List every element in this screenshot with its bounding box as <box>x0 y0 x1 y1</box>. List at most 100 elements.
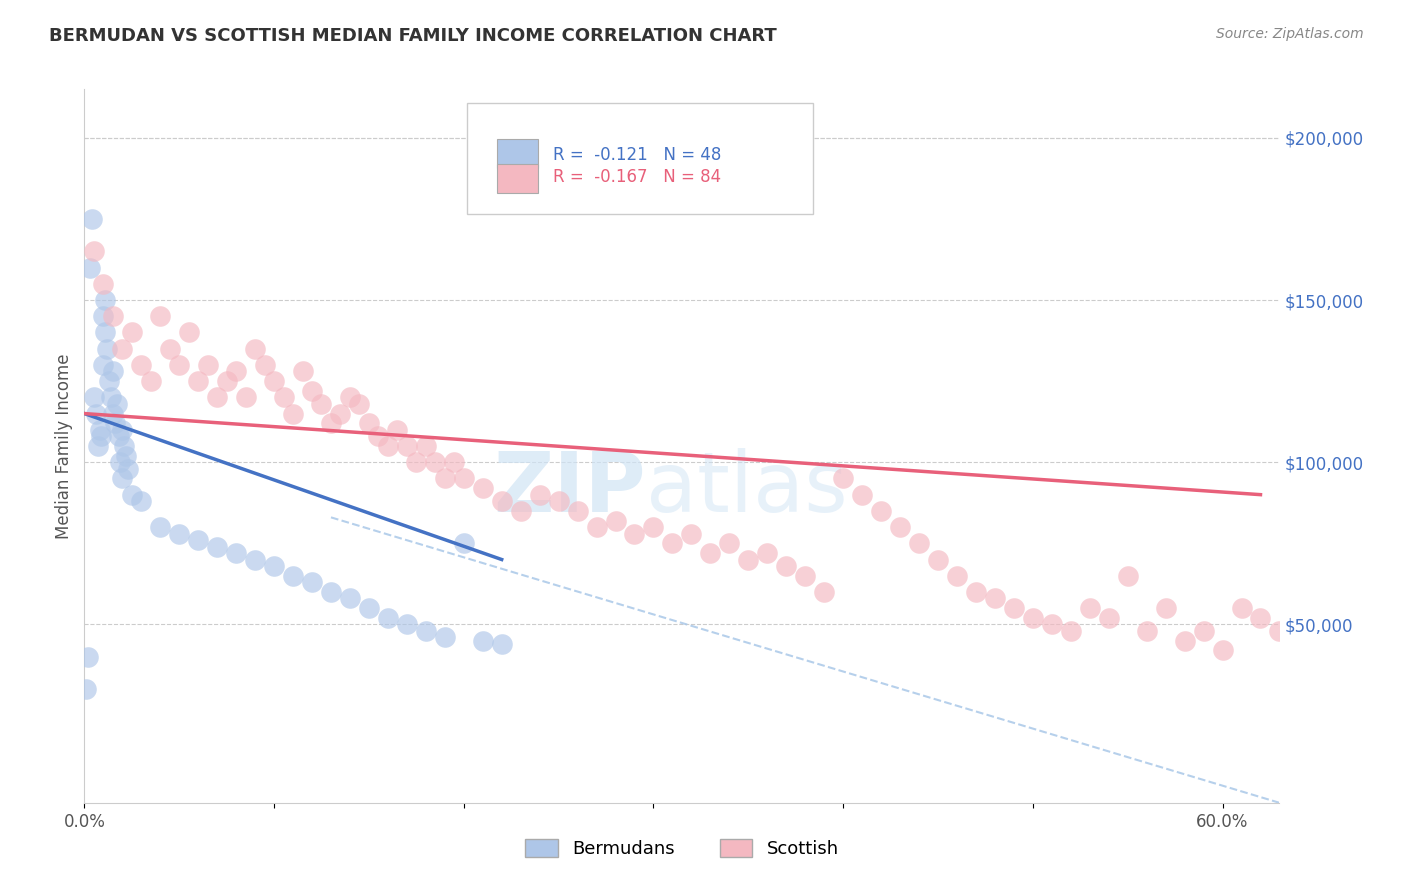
Point <box>433 471 456 485</box>
Point <box>253 358 276 372</box>
Point <box>851 488 873 502</box>
Y-axis label: Median Family Income: Median Family Income <box>55 353 73 539</box>
Point <box>1250 611 1272 625</box>
Point <box>927 552 949 566</box>
Point <box>243 342 266 356</box>
Point <box>319 417 342 431</box>
Point <box>1136 624 1159 638</box>
Point <box>405 455 427 469</box>
Point <box>101 364 124 378</box>
Point <box>167 358 190 372</box>
Point <box>111 471 134 485</box>
Bar <box>496 164 538 193</box>
Point <box>357 601 380 615</box>
Point <box>756 546 779 560</box>
Point <box>377 439 399 453</box>
Point <box>443 455 465 469</box>
Text: R =  -0.121   N = 48: R = -0.121 N = 48 <box>553 146 721 164</box>
Point <box>1002 601 1025 615</box>
Point <box>187 533 209 547</box>
Point <box>349 397 371 411</box>
Point <box>94 326 117 340</box>
Point <box>91 358 114 372</box>
Point <box>83 244 105 259</box>
Point <box>870 504 893 518</box>
Point <box>643 520 665 534</box>
Point <box>1212 643 1234 657</box>
Point <box>75 682 97 697</box>
Point <box>105 397 128 411</box>
Point <box>471 633 494 648</box>
Point <box>319 585 342 599</box>
Point <box>395 439 418 453</box>
Point <box>1154 601 1177 615</box>
Point <box>79 260 101 275</box>
Point <box>433 631 456 645</box>
Point <box>491 494 513 508</box>
Point <box>197 358 219 372</box>
Point <box>832 471 855 485</box>
Point <box>339 390 361 404</box>
Point <box>84 407 107 421</box>
Point <box>1230 601 1253 615</box>
Point <box>149 310 172 324</box>
Point <box>111 423 134 437</box>
Point <box>965 585 987 599</box>
Point <box>89 423 111 437</box>
Point <box>83 390 105 404</box>
Point <box>129 494 152 508</box>
Point <box>984 591 1007 606</box>
Point <box>1098 611 1121 625</box>
Point <box>115 449 138 463</box>
Point <box>377 611 399 625</box>
Point <box>149 520 172 534</box>
Point <box>946 568 969 582</box>
Point <box>415 624 437 638</box>
Point <box>110 455 132 469</box>
Point <box>737 552 759 566</box>
Point <box>90 429 112 443</box>
Point <box>91 277 114 291</box>
Point <box>215 374 238 388</box>
Point <box>1286 633 1309 648</box>
Point <box>661 536 683 550</box>
Point <box>121 488 143 502</box>
Point <box>623 526 645 541</box>
Point <box>86 439 108 453</box>
Point <box>681 526 703 541</box>
Point <box>367 429 389 443</box>
Point <box>225 546 247 560</box>
Point <box>96 342 118 356</box>
Point <box>291 364 314 378</box>
Point <box>453 471 475 485</box>
Point <box>529 488 551 502</box>
Point <box>1192 624 1215 638</box>
Point <box>387 423 409 437</box>
Point <box>139 374 162 388</box>
Text: R =  -0.167   N = 84: R = -0.167 N = 84 <box>553 168 721 186</box>
Text: Source: ZipAtlas.com: Source: ZipAtlas.com <box>1216 27 1364 41</box>
Point <box>425 455 447 469</box>
Point <box>117 461 139 475</box>
Point <box>205 390 228 404</box>
Point <box>301 384 323 398</box>
Point <box>813 585 835 599</box>
Point <box>98 374 121 388</box>
Point <box>77 649 100 664</box>
Point <box>235 390 257 404</box>
Point <box>94 293 117 307</box>
Point <box>415 439 437 453</box>
Point <box>263 374 285 388</box>
Point <box>91 310 114 324</box>
Point <box>177 326 200 340</box>
Point <box>205 540 228 554</box>
Point <box>491 637 513 651</box>
Point <box>263 559 285 574</box>
Point <box>101 310 124 324</box>
Point <box>889 520 911 534</box>
Point <box>243 552 266 566</box>
Text: BERMUDAN VS SCOTTISH MEDIAN FAMILY INCOME CORRELATION CHART: BERMUDAN VS SCOTTISH MEDIAN FAMILY INCOM… <box>49 27 778 45</box>
Point <box>357 417 380 431</box>
Point <box>159 342 181 356</box>
Point <box>225 364 247 378</box>
